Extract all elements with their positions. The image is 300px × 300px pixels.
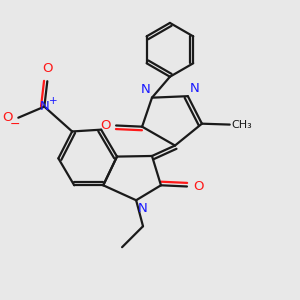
Text: O: O xyxy=(100,119,111,132)
Text: CH₃: CH₃ xyxy=(231,120,252,130)
Text: N: N xyxy=(189,82,199,95)
Text: N: N xyxy=(141,83,151,96)
Text: O: O xyxy=(43,61,53,75)
Text: +: + xyxy=(49,96,58,106)
Text: N: N xyxy=(40,100,50,113)
Text: O: O xyxy=(2,111,12,124)
Text: O: O xyxy=(193,180,203,193)
Text: N: N xyxy=(138,202,147,215)
Text: −: − xyxy=(10,118,21,131)
